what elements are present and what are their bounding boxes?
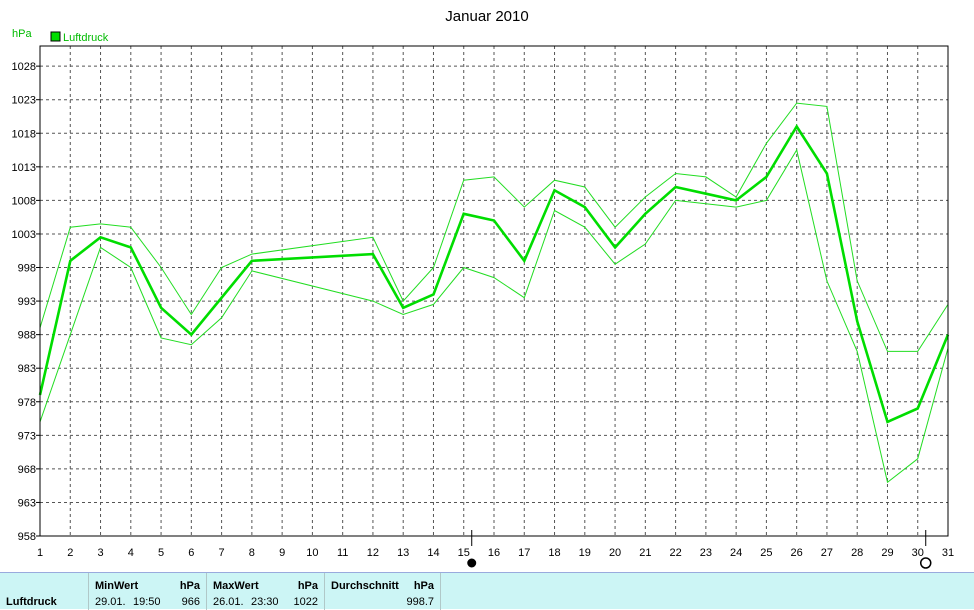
chart-title: Januar 2010 bbox=[445, 8, 528, 25]
x-tick-label: 23 bbox=[700, 547, 712, 559]
stats-bar: Luftdruck MinWert hPa 29.01. 19:50 966 M… bbox=[0, 572, 974, 610]
x-tick-label: 20 bbox=[609, 547, 621, 559]
x-tick-label: 15 bbox=[458, 547, 470, 559]
x-tick-label: 25 bbox=[760, 547, 772, 559]
series bbox=[38, 102, 950, 484]
full-moon-icon bbox=[467, 558, 477, 568]
y-tick-label: 998 bbox=[18, 263, 36, 275]
avg-value: 998.7 bbox=[406, 596, 434, 608]
x-tick-label: 16 bbox=[488, 547, 500, 559]
x-tick-label: 2 bbox=[67, 547, 73, 559]
stats-row-label: Luftdruck bbox=[6, 596, 57, 608]
min-date: 29.01. bbox=[95, 596, 126, 608]
x-tick-label: 18 bbox=[548, 547, 560, 559]
min-time: 19:50 bbox=[133, 596, 161, 608]
y-tick-label: 1028 bbox=[12, 61, 36, 73]
series-line-mean bbox=[38, 124, 950, 424]
x-tick-label: 22 bbox=[669, 547, 681, 559]
x-tick-label: 19 bbox=[579, 547, 591, 559]
x-tick-label: 24 bbox=[730, 547, 742, 559]
y-tick-label: 963 bbox=[18, 497, 36, 509]
x-tick-label: 14 bbox=[427, 547, 439, 559]
x-tick-label: 28 bbox=[851, 547, 863, 559]
x-tick-label: 10 bbox=[306, 547, 318, 559]
series-line-max bbox=[39, 102, 949, 352]
x-tick-label: 21 bbox=[639, 547, 651, 559]
stats-row-label-cell: Luftdruck bbox=[0, 573, 88, 610]
x-tick-label: 7 bbox=[219, 547, 225, 559]
x-tick-label: 27 bbox=[821, 547, 833, 559]
avg-unit: hPa bbox=[413, 580, 434, 592]
legend-swatch bbox=[50, 31, 61, 42]
y-tick-label: 1023 bbox=[12, 95, 36, 107]
legend-label: Luftdruck bbox=[63, 32, 109, 44]
x-tick-label: 6 bbox=[188, 547, 194, 559]
max-unit: hPa bbox=[297, 580, 318, 592]
max-header: MaxWert bbox=[213, 580, 259, 592]
y-tick-label: 968 bbox=[18, 464, 36, 476]
y-tick-label: 993 bbox=[18, 296, 36, 308]
x-tick-label: 9 bbox=[279, 547, 285, 559]
pressure-chart: Januar 2010 hPa Luftdruck 1 2 3 4 5 6 7 8 9 10 11 1… bbox=[12, 8, 955, 569]
tick-labels: 1 2 3 4 5 6 7 8 9 10 11 12 13 14 15 16 17 18 19 20 21 22 23 24 2… bbox=[12, 61, 955, 559]
series-line-min bbox=[39, 148, 949, 484]
y-tick-label: 1018 bbox=[12, 128, 36, 140]
max-value: 1022 bbox=[293, 596, 318, 608]
x-tick-label: 30 bbox=[912, 547, 924, 559]
x-tick-label: 4 bbox=[128, 547, 134, 559]
avg-header: Durchschnitt bbox=[331, 580, 399, 592]
stats-empty-cell bbox=[440, 573, 974, 610]
max-time: 23:30 bbox=[251, 596, 279, 608]
min-value: 966 bbox=[181, 596, 200, 608]
x-tick-label: 17 bbox=[518, 547, 530, 559]
stats-max-cell: MaxWert hPa 26.01. 23:30 1022 bbox=[206, 573, 324, 610]
new-moon-icon bbox=[919, 557, 932, 569]
x-tick-label: 26 bbox=[791, 547, 803, 559]
stats-min-cell: MinWert hPa 29.01. 19:50 966 bbox=[88, 573, 206, 610]
x-tick-label: 11 bbox=[337, 547, 348, 559]
x-tick-label: 8 bbox=[249, 547, 255, 559]
y-tick-label: 1003 bbox=[12, 229, 36, 241]
stats-avg-cell: Durchschnitt hPa 998.7 bbox=[324, 573, 440, 610]
y-tick-label: 973 bbox=[18, 430, 36, 442]
y-tick-label: 978 bbox=[18, 397, 36, 409]
plot-frame bbox=[39, 45, 949, 537]
moon-markers bbox=[467, 530, 932, 569]
y-tick-label: 958 bbox=[18, 531, 36, 543]
y-tick-label: 1013 bbox=[12, 162, 36, 174]
min-header: MinWert bbox=[95, 580, 139, 592]
max-date: 26.01. bbox=[213, 596, 244, 608]
x-tick-label: 12 bbox=[367, 547, 379, 559]
x-tick-label: 5 bbox=[158, 547, 164, 559]
x-tick-label: 31 bbox=[942, 547, 954, 559]
y-tick-label: 1008 bbox=[12, 195, 36, 207]
y-tick-label: 988 bbox=[18, 330, 36, 342]
x-tick-label: 13 bbox=[397, 547, 409, 559]
x-tick-label: 29 bbox=[881, 547, 893, 559]
grid bbox=[36, 46, 948, 537]
y-unit-label: hPa bbox=[12, 28, 32, 40]
x-tick-label: 1 bbox=[37, 547, 43, 559]
x-tick-label: 3 bbox=[97, 547, 103, 559]
y-tick-label: 983 bbox=[18, 363, 36, 375]
min-unit: hPa bbox=[179, 580, 200, 592]
